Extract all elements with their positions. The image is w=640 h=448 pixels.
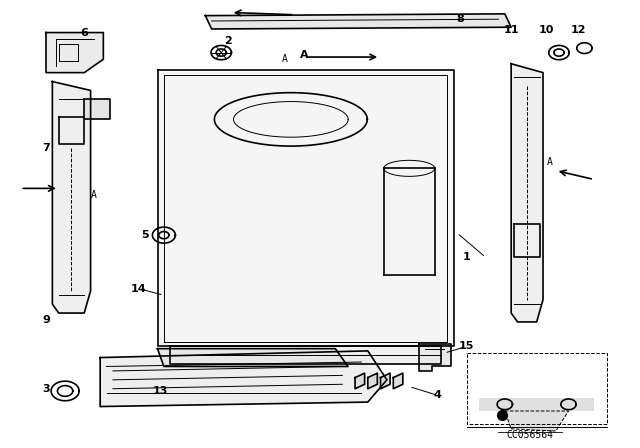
- Text: A: A: [91, 190, 97, 200]
- Polygon shape: [52, 82, 91, 313]
- Text: 12: 12: [570, 26, 586, 35]
- Polygon shape: [355, 373, 365, 389]
- Polygon shape: [394, 373, 403, 389]
- Polygon shape: [157, 349, 348, 366]
- Text: 10: 10: [538, 26, 554, 35]
- Polygon shape: [515, 224, 540, 258]
- Polygon shape: [511, 64, 543, 322]
- Text: CC056564: CC056564: [507, 431, 554, 440]
- Text: 7: 7: [42, 143, 50, 153]
- Polygon shape: [100, 351, 387, 406]
- Text: A: A: [300, 50, 308, 60]
- Text: A: A: [547, 157, 552, 167]
- Polygon shape: [205, 14, 511, 29]
- Polygon shape: [84, 99, 109, 119]
- Text: 6: 6: [80, 28, 88, 38]
- Text: 15: 15: [459, 341, 474, 351]
- Polygon shape: [368, 373, 378, 389]
- Polygon shape: [157, 70, 454, 346]
- Text: 4: 4: [434, 390, 442, 401]
- Polygon shape: [46, 33, 103, 73]
- Text: 11: 11: [504, 26, 519, 35]
- Text: 8: 8: [456, 14, 464, 24]
- Polygon shape: [381, 373, 390, 389]
- Text: 1: 1: [463, 252, 470, 263]
- Text: 14: 14: [131, 284, 146, 293]
- Text: 9: 9: [42, 315, 50, 325]
- Text: 5: 5: [141, 230, 148, 240]
- Polygon shape: [479, 398, 594, 411]
- Polygon shape: [505, 411, 568, 431]
- Text: 3: 3: [42, 384, 50, 394]
- Text: A: A: [282, 54, 287, 64]
- Text: 13: 13: [153, 386, 168, 396]
- Polygon shape: [170, 346, 441, 364]
- Polygon shape: [419, 344, 451, 371]
- Text: 2: 2: [224, 36, 232, 47]
